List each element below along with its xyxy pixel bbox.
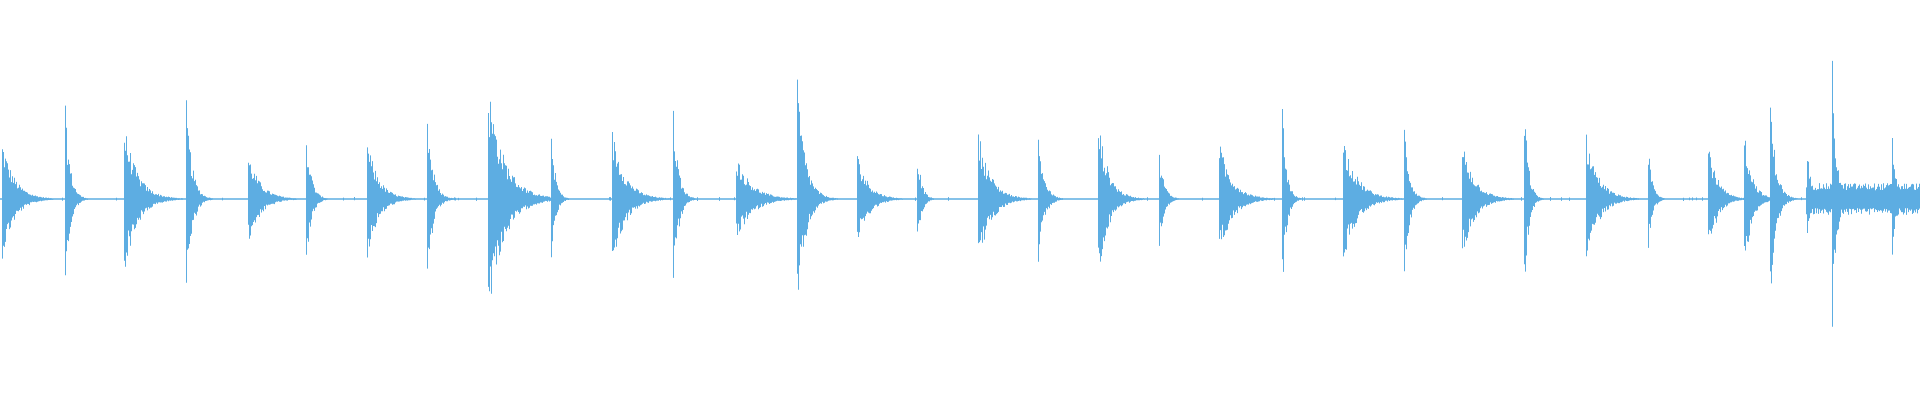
waveform-samples xyxy=(2,60,1920,327)
